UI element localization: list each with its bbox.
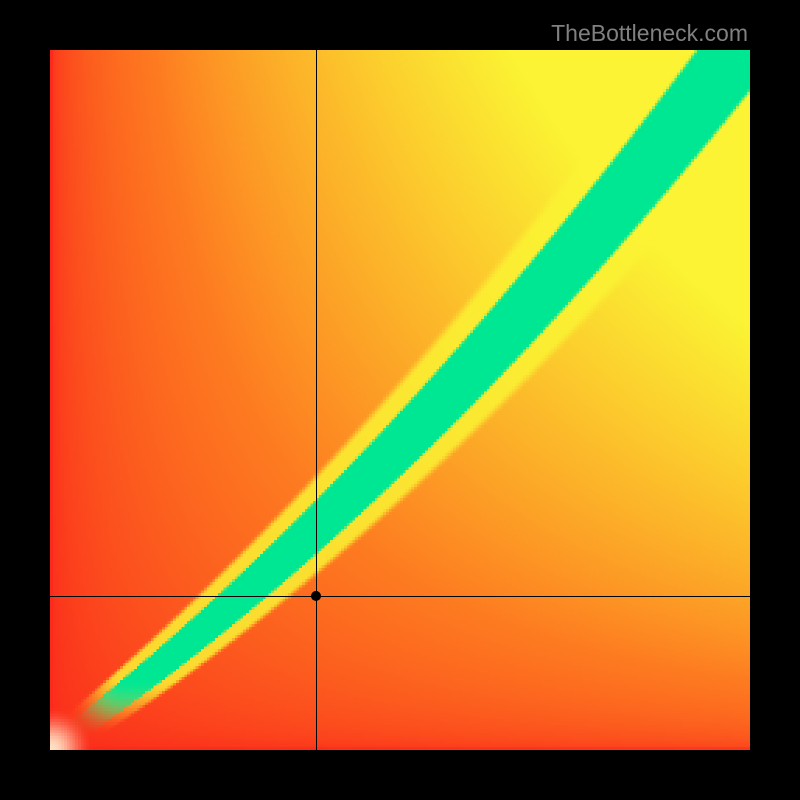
watermark-text: TheBottleneck.com bbox=[551, 20, 748, 47]
crosshair-overlay bbox=[50, 50, 750, 750]
plot-area bbox=[50, 50, 750, 750]
chart-container: TheBottleneck.com bbox=[0, 0, 800, 800]
